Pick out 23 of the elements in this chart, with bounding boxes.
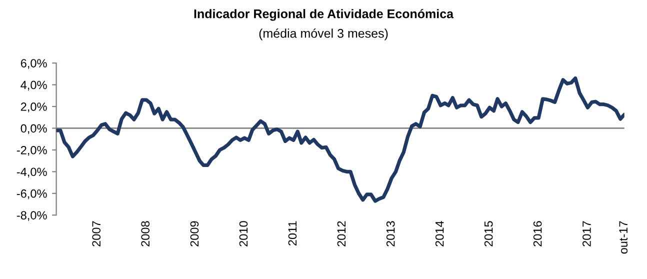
y-tick-label: 0,0% bbox=[20, 124, 47, 134]
line-series bbox=[56, 76, 624, 203]
x-tick-label: 2011 bbox=[288, 221, 297, 246]
x-tick-label: 2007 bbox=[92, 221, 101, 246]
x-tick-label: 2016 bbox=[533, 221, 542, 246]
y-tick-label: 6,0% bbox=[20, 59, 47, 69]
x-tick-label: 2017 bbox=[582, 221, 591, 246]
x-tick-label: 2013 bbox=[386, 221, 395, 246]
x-tick-label: 2012 bbox=[337, 221, 346, 246]
y-tick-label: 4,0% bbox=[20, 80, 47, 91]
chart-title: Indicador Regional de Atividade Económica bbox=[194, 8, 454, 21]
x-tick-label: 2010 bbox=[239, 221, 248, 246]
y-tick-label: -4,0% bbox=[16, 168, 47, 178]
y-tick-label: -8,0% bbox=[16, 211, 47, 221]
x-tick-label: 2014 bbox=[435, 221, 444, 246]
x-tick-label: 2008 bbox=[141, 221, 150, 246]
x-tick-label: out-17 bbox=[619, 221, 628, 254]
chart-subtitle: (média móvel 3 meses) bbox=[259, 28, 388, 40]
y-tick-label: 2,0% bbox=[20, 102, 47, 112]
x-tick-label: 2015 bbox=[484, 221, 493, 246]
y-tick-label: -2,0% bbox=[16, 146, 47, 156]
x-tick-label: 2009 bbox=[190, 221, 199, 246]
y-tick-label: -6,0% bbox=[16, 189, 47, 200]
